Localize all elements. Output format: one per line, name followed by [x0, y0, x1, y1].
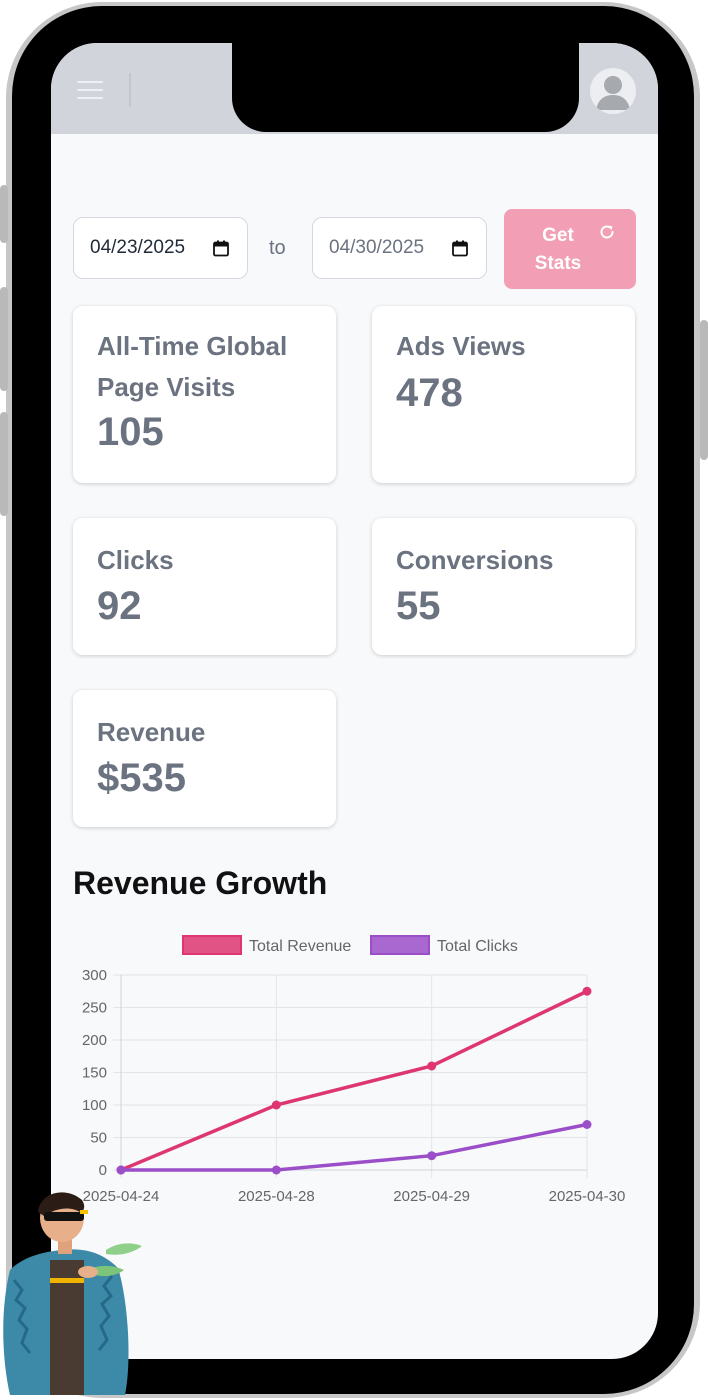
header-divider	[129, 73, 131, 107]
refresh-icon	[600, 225, 614, 239]
stat-card-conversions: Conversions 55	[372, 518, 635, 655]
phone-notch	[232, 43, 579, 132]
stat-card-clicks: Clicks 92	[73, 518, 336, 655]
y-tick-label: 250	[82, 1000, 107, 1017]
y-tick-label: 200	[82, 1032, 107, 1049]
calendar-icon[interactable]	[213, 240, 229, 257]
user-avatar[interactable]	[590, 68, 636, 114]
x-tick-label: 2025-04-29	[393, 1188, 470, 1205]
data-point	[271, 1165, 281, 1175]
hamburger-menu-icon[interactable]	[77, 81, 103, 101]
stat-card-ads-views: Ads Views 478	[372, 306, 635, 483]
phone-volume-down-button	[0, 412, 8, 516]
y-tick-label: 100	[82, 1097, 107, 1114]
phone-power-button	[700, 320, 708, 460]
stat-value: 92	[97, 584, 142, 628]
end-date-value: 04/30/2025	[329, 237, 425, 258]
revenue-growth-title: Revenue Growth	[73, 865, 328, 901]
y-tick-label: 50	[90, 1130, 107, 1147]
phone-side-button	[0, 185, 8, 243]
x-tick-label: 2025-04-30	[549, 1188, 626, 1205]
stat-value: 478	[396, 371, 463, 415]
stat-label: Clicks	[97, 545, 174, 575]
stat-value: $535	[97, 756, 186, 800]
revenue-growth-chart: 0 50 100 150 200 250 300 2025-04-24 2025-04-28 20…	[82, 935, 626, 1205]
date-range-separator: to	[269, 237, 286, 259]
legend-label: Total Revenue	[249, 938, 351, 955]
stat-card-revenue: Revenue $535	[73, 690, 336, 827]
x-tick-label: 2025-04-28	[238, 1188, 315, 1205]
phone-screen: 04/23/2025 to 04/30/2025 Get Stats All-T…	[51, 43, 658, 1359]
start-date-value: 04/23/2025	[90, 237, 186, 258]
y-tick-label: 300	[82, 967, 107, 984]
user-icon	[596, 76, 630, 110]
get-stats-label: Get Stats	[534, 225, 582, 274]
data-point	[116, 1165, 126, 1175]
stat-label: Conversions	[396, 545, 554, 575]
stat-value: 105	[97, 410, 164, 454]
legend-swatch	[182, 935, 242, 955]
stat-value: 55	[396, 584, 441, 628]
stat-card-page-visits: All-Time Global Page Visits 105	[73, 306, 336, 483]
calendar-icon[interactable]	[452, 240, 468, 257]
stat-label: Ads Views	[396, 331, 526, 361]
data-point	[427, 1151, 437, 1161]
data-point	[582, 986, 592, 996]
series-line	[120, 989, 588, 1172]
series-line	[121, 1122, 588, 1172]
phone-volume-up-button	[0, 287, 8, 391]
data-point	[582, 1120, 592, 1129]
mascot-illustration	[3, 1192, 142, 1395]
data-point	[427, 1061, 437, 1071]
y-tick-label: 150	[82, 1065, 107, 1082]
legend-label: Total Clicks	[437, 938, 518, 955]
end-date-input[interactable]: 04/30/2025	[312, 217, 487, 279]
legend-swatch	[370, 935, 430, 955]
stat-label: Revenue	[97, 717, 206, 747]
get-stats-button[interactable]: Get Stats	[504, 209, 636, 289]
stat-label: All-Time Global Page Visits	[97, 331, 288, 402]
start-date-input[interactable]: 04/23/2025	[73, 217, 248, 279]
y-tick-label: 0	[99, 1162, 107, 1179]
x-tick-label: 2025-04-24	[83, 1188, 160, 1205]
data-point	[271, 1100, 281, 1110]
